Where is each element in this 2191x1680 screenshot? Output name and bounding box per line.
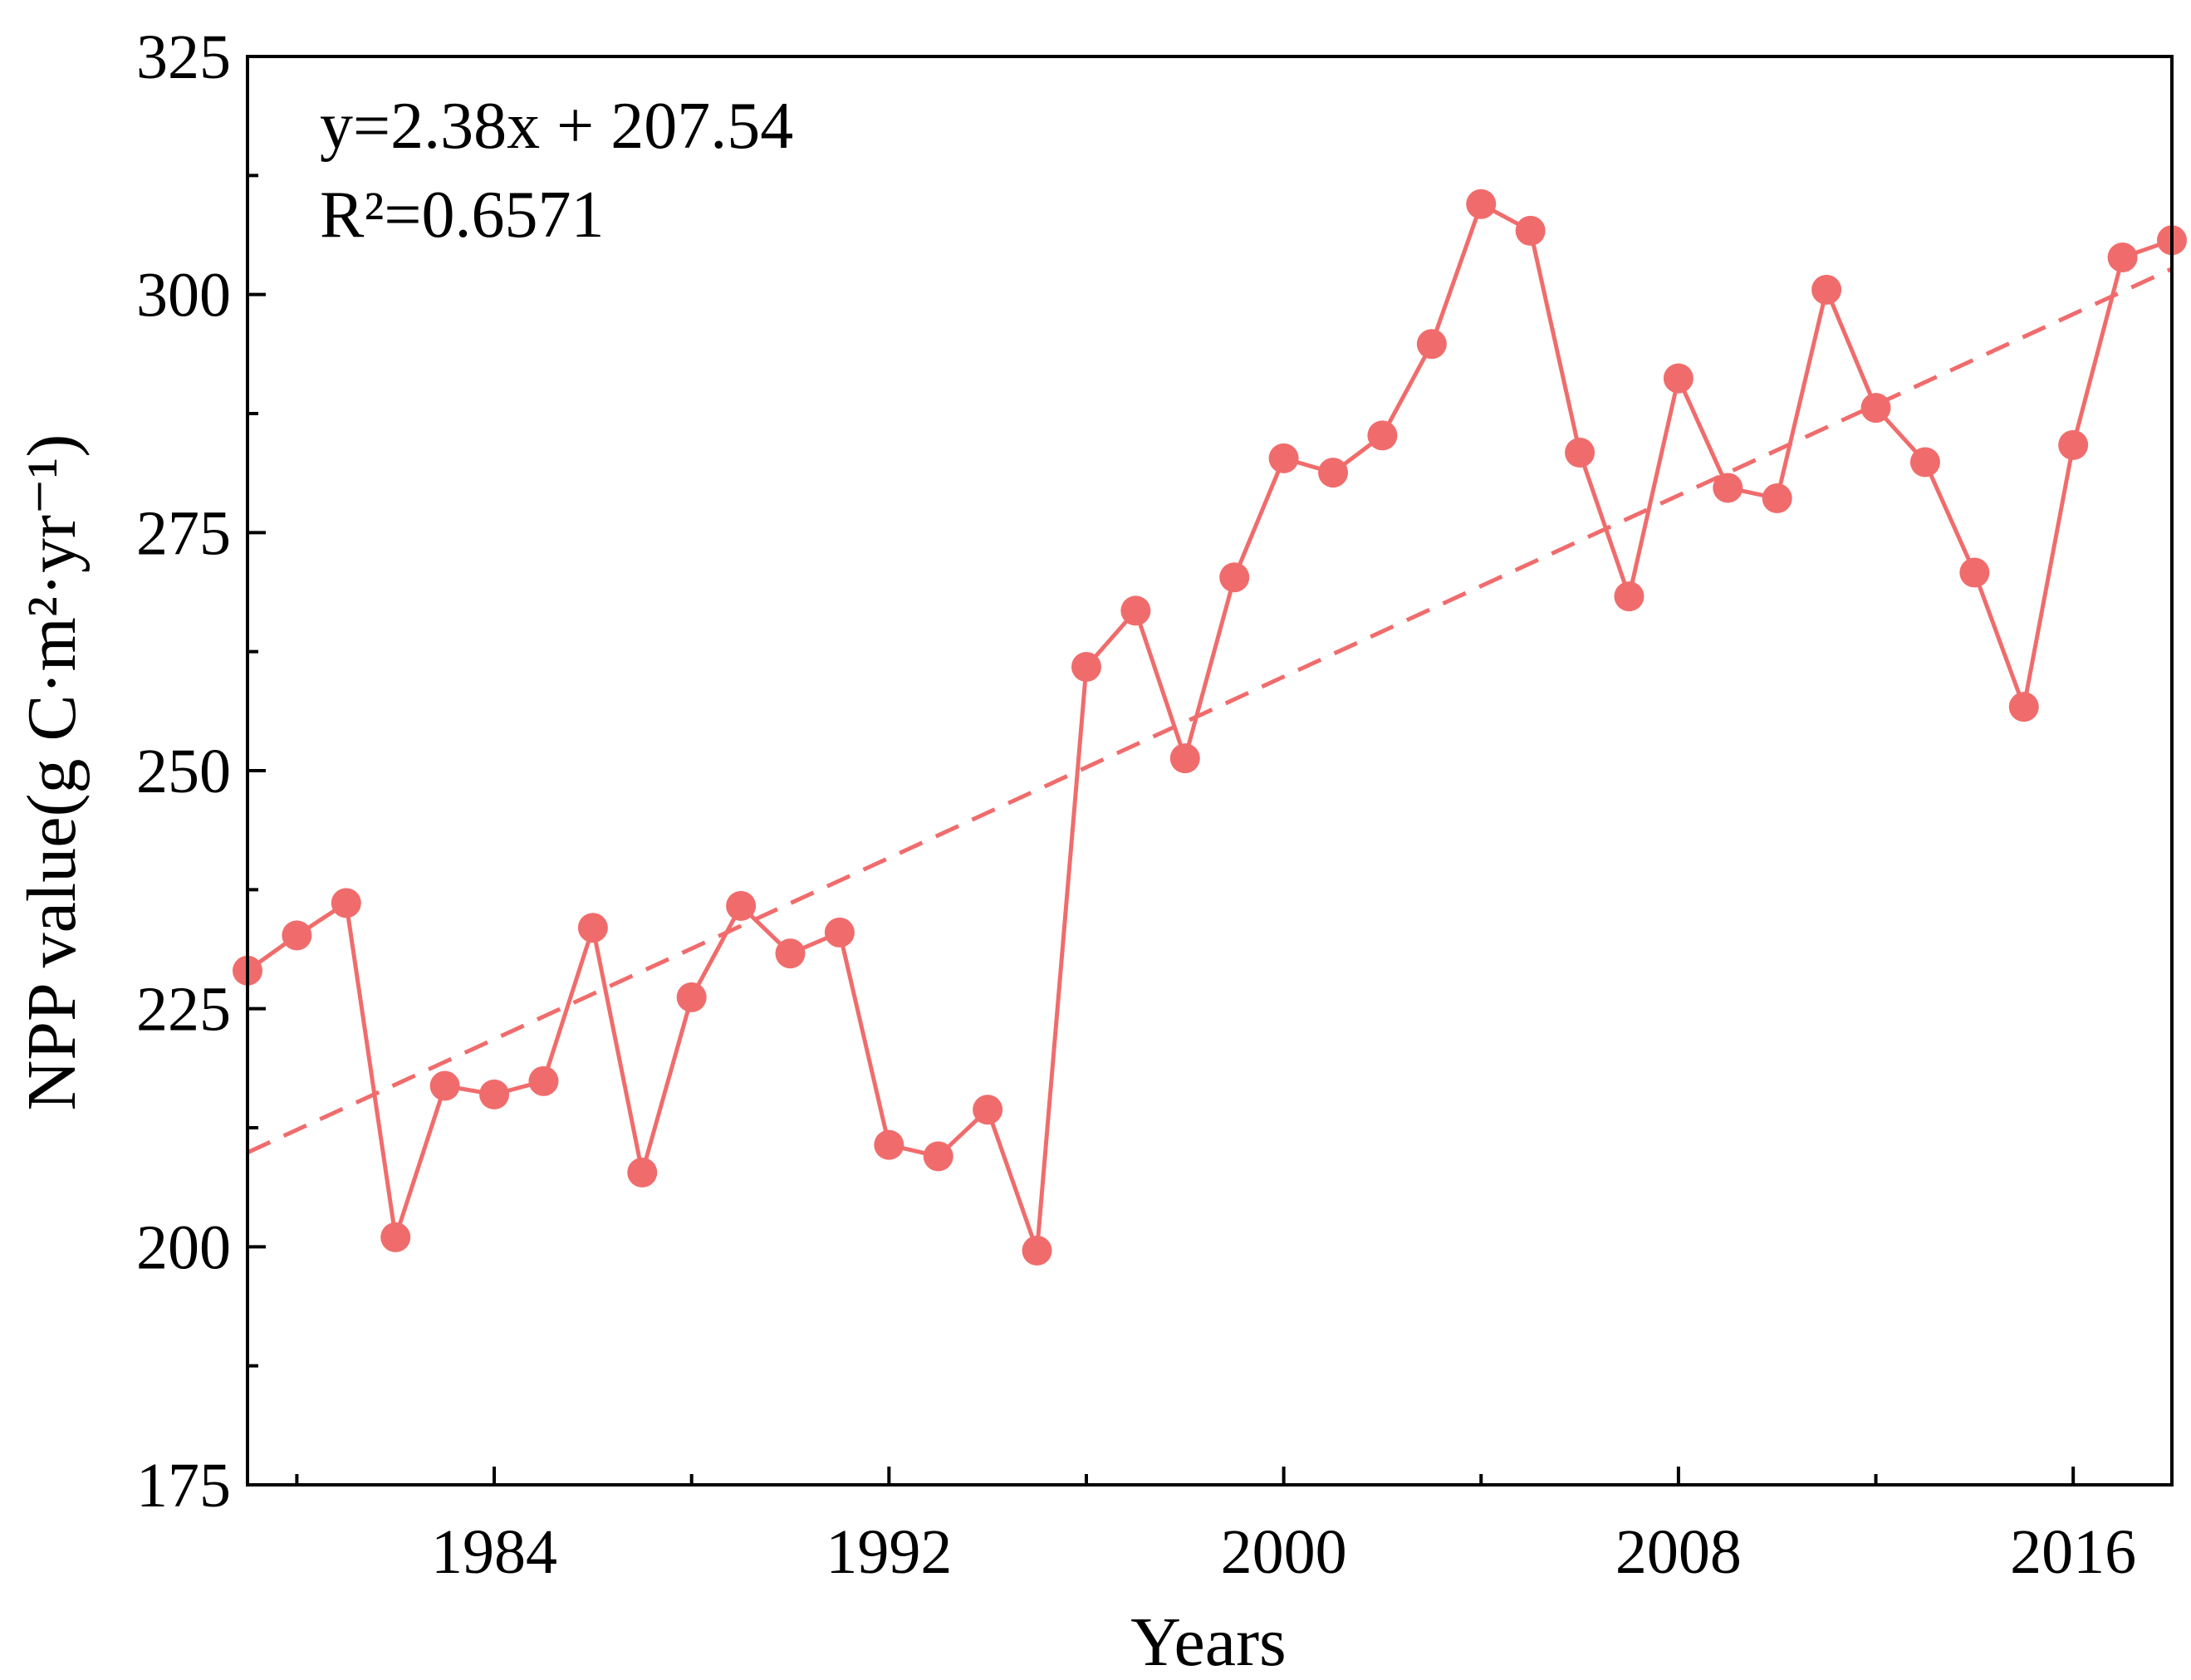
data-point (528, 1065, 559, 1096)
data-point (923, 1141, 953, 1172)
data-point (824, 917, 855, 948)
data-point (775, 938, 806, 969)
r-squared-label: R²=0.6571 (320, 179, 604, 252)
data-point (479, 1079, 510, 1109)
x-tick-label: 1984 (431, 1517, 557, 1587)
data-point (874, 1129, 904, 1160)
plot-frame (246, 55, 2174, 1487)
y-tick-label: 325 (136, 22, 231, 92)
data-point (331, 888, 361, 918)
trendline (246, 267, 2174, 1155)
data-point (726, 890, 757, 921)
y-tick-label: 250 (136, 737, 231, 806)
data-point (1663, 363, 1693, 394)
data-point (282, 920, 312, 951)
y-tick-label: 200 (136, 1212, 231, 1282)
data-point (2107, 242, 2138, 272)
data-point (1367, 420, 1398, 451)
data-point (577, 913, 608, 943)
data-point (627, 1157, 658, 1188)
data-point (429, 1070, 460, 1101)
x-axis-title: Years (1130, 1604, 1286, 1680)
axes-layer (246, 55, 2174, 1487)
x-tick-label: 2000 (1221, 1517, 1347, 1587)
data-point (1959, 557, 1990, 588)
data-point (380, 1222, 411, 1252)
data-point (1762, 483, 1792, 514)
y-tick-label: 275 (136, 498, 231, 568)
trendline-layer (246, 267, 2174, 1155)
x-tick-label: 2008 (1615, 1517, 1742, 1587)
data-point (1318, 458, 1349, 488)
data-point (2008, 692, 2039, 722)
data-point (2058, 429, 2089, 460)
data-point (1909, 447, 1940, 478)
data-point (1713, 473, 1743, 503)
y-axis-title: NPP value(g C·m²·yr⁻¹) (13, 434, 91, 1111)
y-tick-label: 300 (136, 261, 231, 331)
data-point (1071, 652, 1101, 683)
data-point (1268, 443, 1299, 473)
data-point (1860, 393, 1891, 424)
data-point (1022, 1235, 1052, 1266)
data-point (1120, 595, 1151, 626)
data-point (1466, 189, 1497, 219)
data-point (1169, 743, 1200, 774)
data-point (1811, 274, 1842, 305)
data-point (973, 1095, 1003, 1125)
data-point (1565, 438, 1595, 468)
tick-labels-layer: 175 200 225 250 275 300 325 1984 1992 2000 2008 201… (136, 22, 2136, 1587)
data-point (1416, 329, 1447, 360)
data-point (1614, 581, 1644, 612)
x-tick-label: 2016 (2010, 1517, 2136, 1587)
y-tick-label: 175 (136, 1451, 231, 1521)
regression-equation: y=2.38x + 207.54 (320, 90, 793, 163)
y-tick-label: 225 (136, 975, 231, 1045)
series-line (246, 202, 2173, 1253)
series-layer (233, 189, 2187, 1266)
data-point (1515, 215, 1546, 246)
data-point (676, 982, 707, 1012)
data-point (1219, 562, 1250, 593)
x-tick-label: 1992 (826, 1517, 952, 1587)
